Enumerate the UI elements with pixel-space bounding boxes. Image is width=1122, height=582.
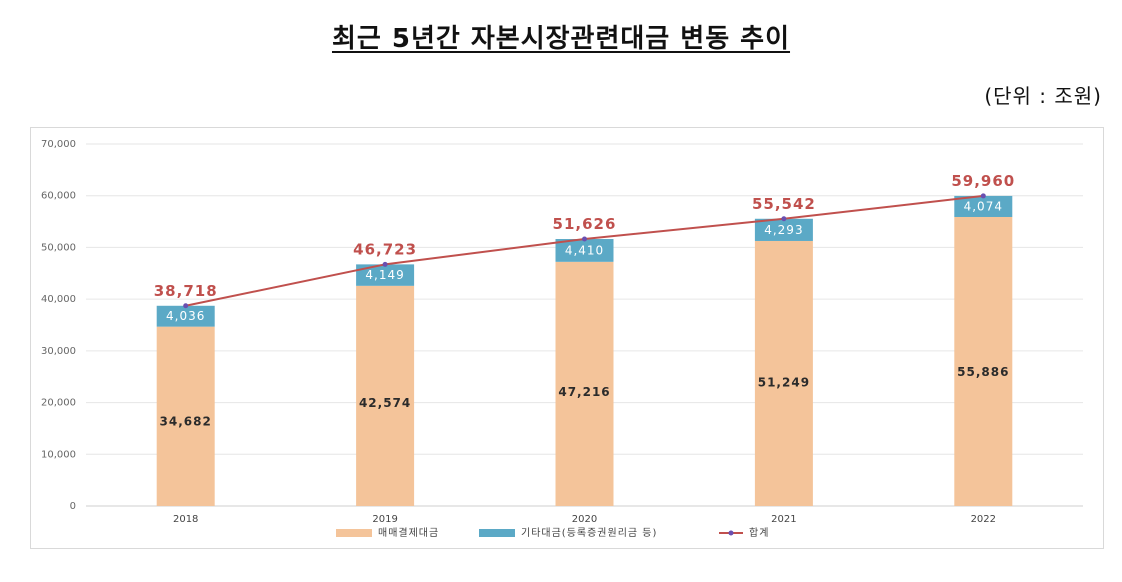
legend-label-total: 합계	[749, 527, 769, 539]
data-label-other: 4,149	[365, 268, 404, 282]
data-label-total: 55,542	[752, 195, 816, 213]
y-tick-label: 20,000	[41, 398, 76, 409]
bar-other	[356, 264, 415, 286]
data-labels: 34,682 4,036 38,718 42,574 4,149 46,723 47,216…	[154, 172, 1015, 428]
data-label-other: 4,036	[166, 309, 205, 323]
x-tick-label: 2022	[971, 514, 996, 525]
chart-title-text: 최근 5년간 자본시장관련대금 변동 추이	[331, 24, 791, 54]
data-label-other: 4,410	[565, 243, 604, 257]
legend-swatch-settlement	[336, 529, 372, 537]
total-point	[582, 236, 587, 242]
bar-settlement	[156, 326, 215, 506]
total-point	[382, 261, 388, 267]
y-tick-label: 70,000	[41, 139, 76, 150]
data-label-other: 4,074	[964, 199, 1003, 213]
bar-other	[156, 305, 215, 327]
data-label-total: 38,718	[154, 282, 218, 300]
bar-other	[555, 239, 614, 262]
total-point	[781, 216, 787, 222]
chart-title: 최근 5년간 자본시장관련대금 변동 추이	[0, 18, 1122, 55]
total-line-series	[183, 193, 986, 309]
legend-label-other: 기타대금(등록증권원리금 등)	[521, 527, 657, 539]
total-point	[980, 193, 986, 199]
y-tick-label: 60,000	[41, 191, 76, 202]
data-label-total: 51,626	[553, 215, 617, 233]
y-tick-label: 0	[70, 501, 76, 512]
legend-swatch-other	[479, 529, 515, 537]
total-point	[183, 303, 189, 309]
bar-settlement	[954, 216, 1013, 506]
data-label-settlement: 42,574	[359, 396, 411, 410]
legend-label-settlement: 매매결제대금	[378, 527, 439, 539]
data-label-other: 4,293	[764, 223, 803, 237]
data-label-settlement: 34,682	[160, 414, 212, 428]
legend-marker-total	[728, 530, 734, 536]
y-tick-label: 50,000	[41, 242, 76, 253]
bar-settlement	[555, 261, 614, 506]
y-axis-ticks: 0 10,000 20,000 30,000 40,000 50,000 60,000 70,…	[41, 139, 76, 512]
bar-settlement	[356, 285, 415, 506]
bar-other	[954, 195, 1013, 217]
bar-settlement	[754, 240, 813, 506]
x-axis-ticks: 2018 2019 2020 2021 2022	[173, 514, 996, 525]
y-tick-label: 10,000	[41, 449, 76, 460]
chart-frame: 0 10,000 20,000 30,000 40,000 50,000 60,000 70,…	[30, 127, 1104, 549]
data-label-total: 46,723	[353, 240, 417, 258]
data-label-settlement: 47,216	[558, 385, 610, 399]
legend: 매매결제대금 기타대금(등록증권원리금 등) 합계	[336, 527, 769, 539]
x-tick-label: 2021	[771, 514, 796, 525]
bar-series	[156, 195, 1013, 506]
data-label-settlement: 51,249	[758, 376, 810, 390]
data-label-settlement: 55,886	[957, 365, 1009, 379]
x-tick-label: 2018	[173, 514, 198, 525]
y-tick-label: 40,000	[41, 294, 76, 305]
y-tick-label: 30,000	[41, 346, 76, 357]
x-tick-label: 2019	[372, 514, 397, 525]
x-tick-label: 2020	[572, 514, 597, 525]
chart-svg: 0 10,000 20,000 30,000 40,000 50,000 60,000 70,…	[41, 139, 1083, 539]
bar-other	[754, 218, 813, 241]
unit-note: (단위 : 조원)	[984, 84, 1102, 108]
data-label-total: 59,960	[951, 172, 1015, 190]
